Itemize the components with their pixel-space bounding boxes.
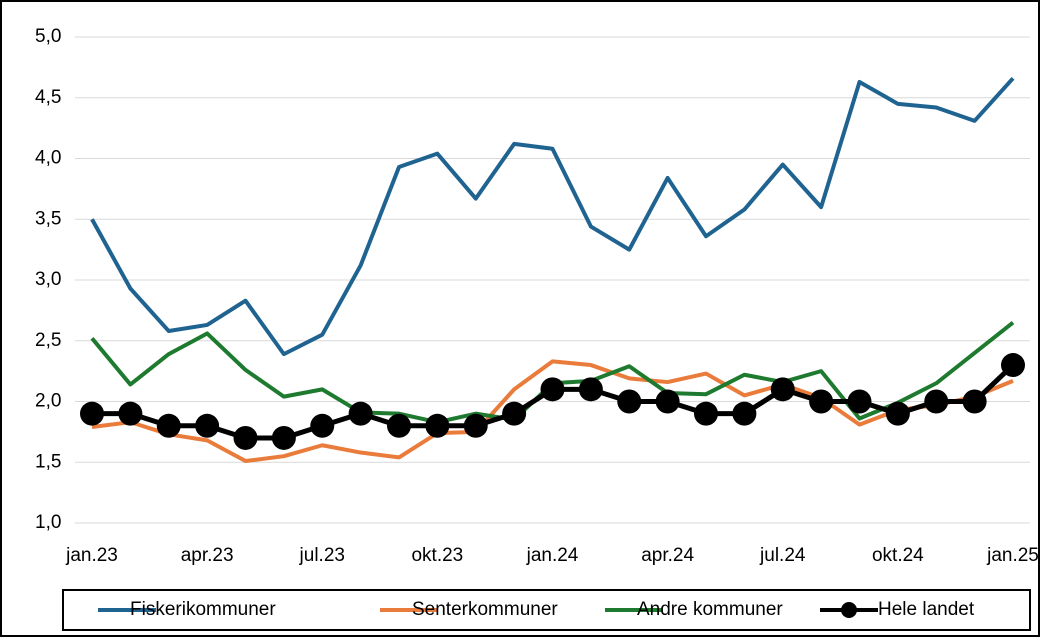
point-marker (847, 389, 872, 414)
point-marker (924, 389, 949, 414)
point-marker (655, 389, 680, 414)
legend-marker (841, 602, 857, 618)
point-marker (156, 413, 181, 438)
x-tick-label: jan.25 (986, 545, 1039, 566)
y-tick-label: 3,5 (35, 208, 61, 229)
y-tick-label: 4,5 (35, 87, 61, 108)
point-marker (578, 377, 603, 402)
point-marker (348, 401, 373, 426)
point-marker (195, 413, 220, 438)
point-marker (310, 413, 335, 438)
point-marker (809, 389, 834, 414)
point-marker (732, 401, 757, 426)
y-tick-label: 4,0 (35, 148, 61, 169)
y-tick-label: 3,0 (35, 269, 61, 290)
series-line (90, 76, 1015, 357)
y-tick-label: 1,0 (35, 512, 61, 533)
point-marker (885, 401, 910, 426)
x-tick-label: jul.23 (299, 545, 345, 566)
legend-box (62, 589, 1031, 631)
point-marker (233, 425, 258, 450)
point-marker (387, 413, 411, 438)
series-line (91, 359, 1014, 464)
legend-label: Hele landet (878, 599, 975, 620)
x-tick-label: jan.24 (526, 545, 579, 566)
y-tick-label: 2,5 (35, 330, 61, 351)
point-marker (540, 377, 565, 402)
point-marker (770, 377, 795, 402)
point-marker (271, 425, 296, 450)
x-tick-label: jul.24 (759, 545, 806, 566)
legend-label: Senterkommuner (412, 599, 558, 620)
point-marker (425, 413, 450, 438)
point-marker (617, 389, 642, 414)
legend-label: Fiskerikommuner (130, 599, 276, 620)
y-tick-label: 2,0 (35, 391, 61, 412)
point-marker (694, 401, 718, 426)
x-tick-label: okt.24 (872, 545, 924, 566)
point-marker (962, 389, 987, 414)
point-marker (463, 413, 488, 438)
point-marker (502, 401, 527, 426)
x-tick-label: apr.23 (181, 545, 234, 566)
point-marker (1001, 353, 1025, 378)
y-tick-label: 5,0 (35, 26, 61, 47)
x-tick-label: jan.23 (65, 545, 118, 566)
x-tick-label: okt.23 (411, 545, 463, 566)
x-tick-label: apr.24 (641, 545, 694, 566)
y-tick-label: 1,5 (35, 451, 61, 472)
point-marker (118, 401, 143, 426)
legend-label: Andre kommuner (637, 599, 783, 620)
point-marker (80, 401, 104, 426)
